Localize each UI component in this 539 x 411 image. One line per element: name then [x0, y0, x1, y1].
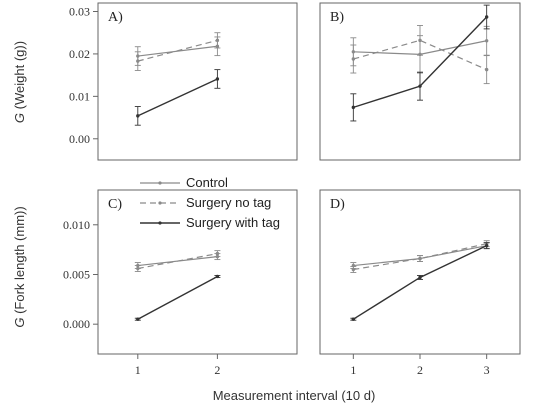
legend-marker-control: [158, 181, 162, 185]
panel-c-surgery-no-tag-point-0: [136, 266, 140, 271]
panel-a-surgery-no-tag-point-1: [215, 38, 220, 43]
panel-a-ytick-label-2: 0.02: [69, 47, 90, 61]
panel-d-xtick-label-1: 2: [417, 363, 423, 377]
legend-label-surgery-no-tag: Surgery no tag: [186, 195, 271, 210]
panel-d-surgery-with-tag-point-0: [351, 317, 356, 321]
panel-a: A) 0.00 0.01 0.02 0.03: [69, 2, 298, 161]
row-2-y-axis-title-text: (Fork length (mm)): [12, 206, 27, 317]
panel-a-surgery-no-tag-line: [137, 39, 218, 62]
panel-c-surgery-no-tag-line: [137, 253, 218, 270]
row-1-y-axis-title-text: (Weight (g)): [12, 41, 27, 113]
panel-a-ytick-label-0: 0.00: [69, 132, 90, 146]
panel-c-ytick-label-1: 0.005: [63, 267, 90, 281]
panel-b-surgery-with-tag-point-0: [351, 105, 356, 110]
legend-label-control: Control: [186, 175, 228, 190]
panel-b-surgery-no-tag-point-0: [351, 57, 356, 61]
legend-label-surgery-with-tag: Surgery with tag: [186, 215, 280, 230]
panel-d-surgery-no-tag-point-0: [351, 267, 356, 272]
panel-d-xtick-label-2: 3: [484, 363, 490, 377]
panel-c-xtick-label-1: 2: [214, 363, 220, 377]
panel-c-surgery-with-tag-point-0: [136, 317, 140, 321]
row-1-y-axis-title-symbol: G: [12, 113, 27, 123]
panel-b-surgery-with-tag-point-2: [484, 15, 489, 19]
panel-b-control-point-2: [484, 39, 489, 43]
panel-a-surgery-with-tag-point-0: [136, 114, 140, 118]
panel-c-surgery-no-tag-point-1: [215, 251, 220, 256]
panel-c-surgery-with-tag-point-1: [215, 274, 220, 279]
panel-a-surgery-with-tag-point-1: [215, 77, 220, 81]
panel-d-surgery-with-tag-point-1: [418, 275, 422, 280]
panel-b-surgery-no-tag-line: [353, 39, 487, 71]
row-2-y-axis-title-symbol: G: [12, 318, 27, 328]
panel-d-frame: [319, 189, 521, 355]
legend: Control Surgery no tag Surgery with tag: [140, 175, 280, 230]
panel-c-surgery-with-tag-line: [137, 275, 218, 320]
panel-d-surgery-with-tag-point-2: [484, 243, 489, 248]
panel-c-ytick-label-2: 0.010: [63, 218, 90, 232]
panel-c-ytick-label-0: 0.000: [63, 317, 90, 331]
panel-b-surgery-no-tag-point-2: [484, 67, 489, 72]
panel-a-surgery-no-tag-point-0: [136, 59, 140, 63]
row-1-y-axis-title: G (Weight (g)): [12, 41, 27, 123]
panel-c: C) 0.000 0.005 0.010 1 2: [63, 189, 298, 377]
panel-a-ytick-label-1: 0.01: [69, 89, 90, 103]
x-axis-title: Measurement interval (10 d): [213, 388, 376, 403]
panel-b-surgery-with-tag-point-1: [418, 84, 422, 88]
panel-b-surgery-no-tag-point-1: [418, 38, 422, 43]
row-2-y-axis-title: G (Fork length (mm)): [12, 206, 27, 327]
panel-c-frame: [97, 189, 298, 355]
panel-a-label: A): [108, 10, 123, 25]
legend-marker-surgery-with-tag: [158, 221, 162, 225]
panel-d-surgery-no-tag-point-1: [418, 256, 422, 261]
panel-c-label: C): [108, 197, 122, 212]
panel-d-xtick-label-0: 1: [350, 363, 356, 377]
legend-marker-surgery-no-tag: [158, 201, 162, 205]
panel-b: B): [319, 2, 521, 161]
panel-c-xtick-label-0: 1: [135, 363, 141, 377]
panel-a-frame: [97, 2, 298, 161]
panel-b-label: B): [330, 10, 344, 25]
panel-d-surgery-no-tag-line: [353, 243, 487, 271]
panel-d: D) 1 2 3: [319, 189, 521, 377]
panel-b-frame: [319, 2, 521, 161]
panel-a-ytick-label-3: 0.03: [69, 4, 90, 18]
panel-a-surgery-with-tag-line: [137, 78, 218, 117]
panel-d-label: D): [330, 197, 345, 212]
